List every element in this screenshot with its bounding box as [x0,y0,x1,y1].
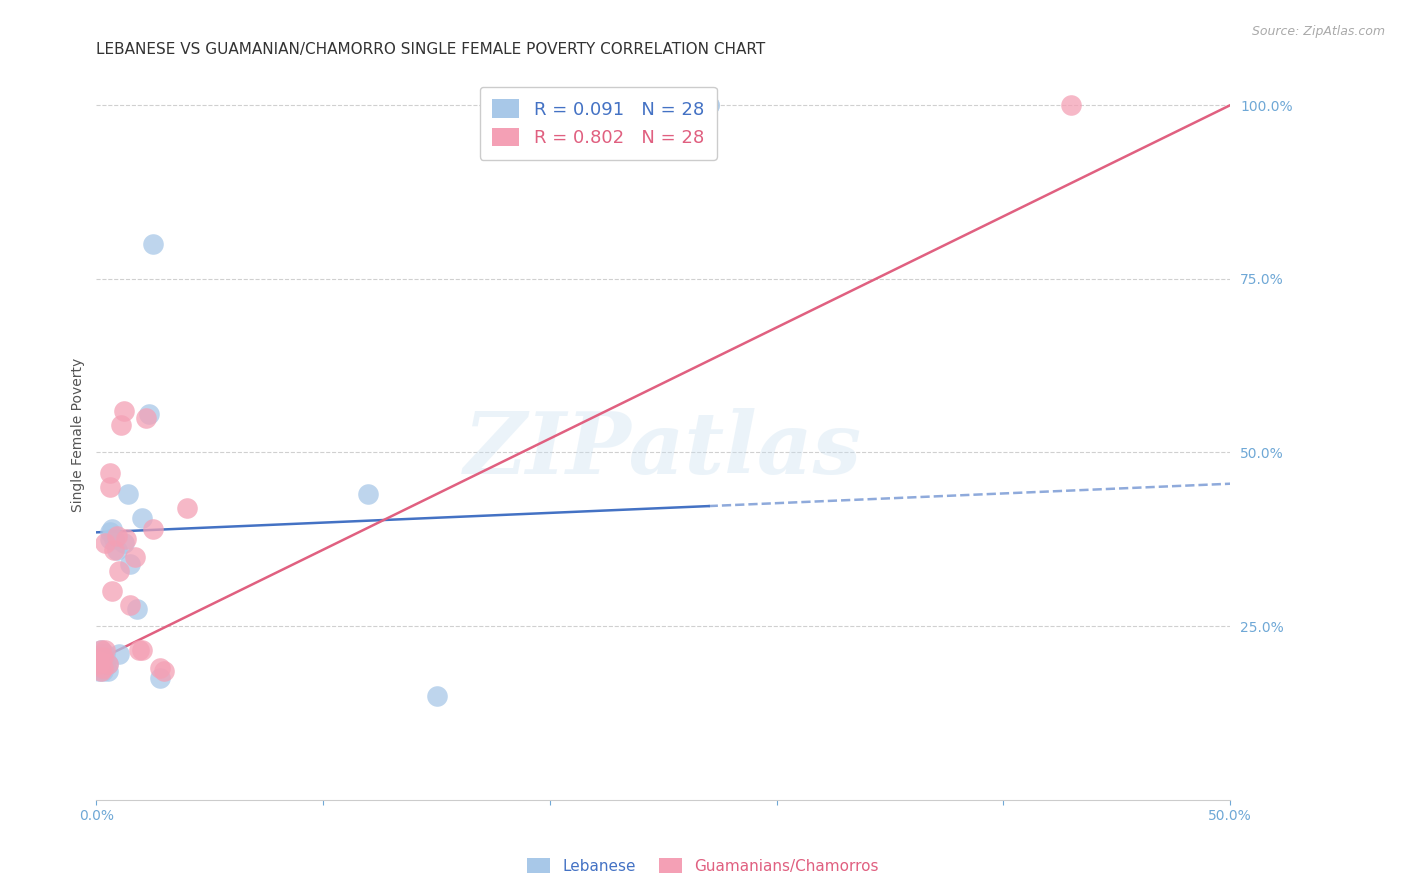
Point [128,643,150,657]
Text: ZIPatlas: ZIPatlas [464,408,862,491]
Point [101,522,124,536]
Point [97,657,120,672]
Point [87,657,110,672]
Point [108,564,131,578]
Y-axis label: Single Female Poverty: Single Female Poverty [72,358,86,512]
Point [135,410,157,425]
Point [149,671,172,685]
Point [697,98,720,112]
Point [112,404,135,418]
Point [131,643,153,657]
Point [98,467,121,481]
Point [94,647,117,661]
Point [94,657,117,672]
Legend: Lebanese, Guamanians/Chamorros: Lebanese, Guamanians/Chamorros [522,852,884,880]
Text: LEBANESE VS GUAMANIAN/CHAMORRO SINGLE FEMALE POVERTY CORRELATION CHART: LEBANESE VS GUAMANIAN/CHAMORRO SINGLE FE… [97,42,766,57]
Point [94,643,117,657]
Point [98,525,121,540]
Text: Source: ZipAtlas.com: Source: ZipAtlas.com [1251,25,1385,38]
Point [103,533,125,547]
Legend: R = 0.091   N = 28, R = 0.802   N = 28: R = 0.091 N = 28, R = 0.802 N = 28 [479,87,717,160]
Point [90,665,112,679]
Point [357,487,380,501]
Point [90,654,112,668]
Point [103,542,125,557]
Point [87,654,110,668]
Point [142,522,165,536]
Point [117,487,139,501]
Point [97,665,120,679]
Point [138,407,160,421]
Point [94,535,117,549]
Point [425,689,447,703]
Point [120,557,142,571]
Point [105,529,128,543]
Point [91,661,114,675]
Point [142,237,165,252]
Point [114,533,136,547]
Point [127,601,149,615]
Point [153,665,176,679]
Point [108,647,131,661]
Point [101,584,124,599]
Point [176,501,198,516]
Point [124,549,146,564]
Point [112,535,135,549]
Point [131,511,153,525]
Point [97,657,120,672]
Point [91,647,114,661]
Point [110,417,132,432]
Point [90,643,112,657]
Point [87,650,110,665]
Point [105,542,128,557]
Point [90,643,112,657]
Point [1060,98,1083,112]
Point [149,661,172,675]
Point [87,665,110,679]
Point [91,665,114,679]
Point [120,599,142,613]
Point [98,480,121,494]
Point [697,98,720,112]
Point [91,650,114,665]
Point [98,533,121,547]
